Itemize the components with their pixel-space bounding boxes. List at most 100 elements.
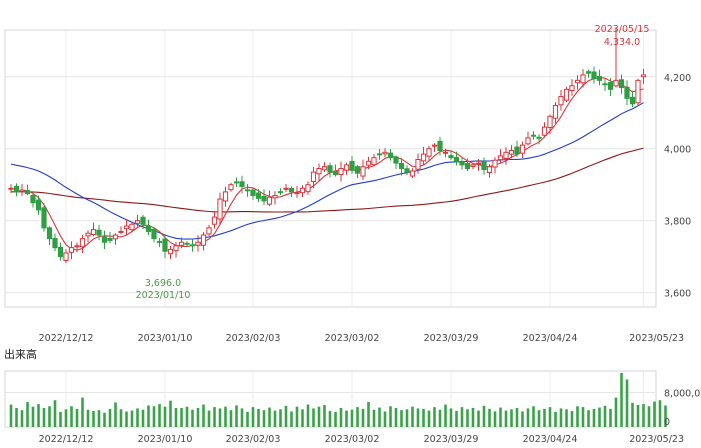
volume-y-tick-label: 0 xyxy=(664,417,670,428)
candle-down xyxy=(255,192,262,199)
volume-bar xyxy=(235,405,238,427)
candle-down xyxy=(184,242,190,245)
candle-up xyxy=(272,194,278,199)
candle-up xyxy=(266,196,273,205)
candle-up xyxy=(547,115,553,128)
volume-bar xyxy=(581,407,585,427)
candle-up xyxy=(360,166,366,177)
volume-bar xyxy=(614,397,618,427)
candle-down xyxy=(387,152,394,159)
price-y-axis: 3,600 3,800 4,000 4,200 xyxy=(664,73,691,300)
ma-long-line xyxy=(11,147,644,213)
candle-down xyxy=(459,161,465,166)
high-value-label: 4,334.0 xyxy=(604,37,640,48)
candle-down xyxy=(145,225,152,232)
volume-bar xyxy=(345,410,348,427)
candle-up xyxy=(167,248,174,255)
volume-bar xyxy=(246,411,249,427)
volume-bar xyxy=(383,411,387,427)
candle-down xyxy=(354,166,361,174)
candle-up xyxy=(74,245,80,248)
volume-bar xyxy=(136,408,139,427)
volume-bar xyxy=(609,408,612,427)
volume-bar xyxy=(70,406,73,427)
volume-x-tick-label: 2022/12/12 xyxy=(39,434,94,445)
candle-up xyxy=(525,137,531,145)
candle-up xyxy=(431,144,438,147)
volume-bar xyxy=(361,408,365,427)
volume-bar xyxy=(653,401,656,427)
volume-x-axis: 2022/12/12 2023/01/10 2023/02/03 2023/03/02… xyxy=(39,434,684,445)
candle-down xyxy=(332,170,339,176)
volume-bar xyxy=(64,409,68,427)
candle-down xyxy=(453,156,460,162)
volume-bar xyxy=(229,410,233,427)
candle-down xyxy=(140,216,146,225)
low-date-label: 2023/01/10 xyxy=(136,290,191,301)
volume-bar xyxy=(301,409,304,427)
candle-down xyxy=(151,228,157,240)
volume-bar xyxy=(598,407,601,427)
candle-down xyxy=(30,194,36,204)
volume-bar xyxy=(416,408,420,427)
low-value-label: 3,696.0 xyxy=(145,278,181,289)
candle-down xyxy=(277,191,284,194)
volume-bar xyxy=(427,410,431,427)
candle-up xyxy=(475,162,482,165)
high-date-label: 2023/05/15 xyxy=(595,24,650,35)
volume-bar xyxy=(471,407,475,427)
volume-bar xyxy=(15,407,18,427)
volume-bar xyxy=(405,409,409,427)
volume-bar xyxy=(152,406,156,427)
candle-down xyxy=(536,136,542,139)
volume-bar xyxy=(180,407,183,427)
volume-bar xyxy=(664,405,667,427)
volume-bar xyxy=(526,408,530,427)
candle-up xyxy=(371,157,377,166)
volume-bar xyxy=(125,411,128,427)
volume-bar xyxy=(20,410,24,427)
volume-bar xyxy=(26,401,29,427)
candle-up xyxy=(569,85,575,92)
candle-down xyxy=(101,236,108,243)
candle-down xyxy=(52,237,58,249)
candle-down xyxy=(398,163,405,170)
candle-down xyxy=(618,79,625,89)
candle-up xyxy=(8,187,14,190)
candle-down xyxy=(96,229,102,236)
candle-up xyxy=(316,168,322,175)
candle-down xyxy=(585,71,592,74)
volume-bar xyxy=(284,405,288,427)
volume-bar xyxy=(642,404,645,427)
volume-bar xyxy=(631,402,634,427)
candle-down xyxy=(448,155,454,159)
volume-bar xyxy=(158,404,161,427)
candle-up xyxy=(129,223,135,231)
volume-bar xyxy=(576,406,579,427)
volume-bar xyxy=(119,409,123,427)
candle-up xyxy=(580,74,586,84)
volume-bar xyxy=(411,406,414,427)
price-y-tick-label: 3,600 xyxy=(664,289,691,300)
volume-bar xyxy=(493,411,497,427)
candle-down xyxy=(530,134,537,137)
candle-down xyxy=(233,181,240,184)
volume-bar xyxy=(53,400,57,427)
volume-bar xyxy=(207,410,211,427)
volume-bar xyxy=(543,408,546,427)
volume-bar xyxy=(647,406,651,427)
volume-bar xyxy=(306,404,310,427)
candle-up xyxy=(503,151,509,159)
volume-bar xyxy=(504,410,508,427)
volume-bar xyxy=(163,406,167,427)
volume-bar xyxy=(372,409,376,427)
volume-bar xyxy=(334,411,337,427)
price-x-tick-label: 2023/03/02 xyxy=(325,333,380,344)
candle-up xyxy=(519,144,526,154)
volume-title: 出来高 xyxy=(4,347,37,361)
volume-bar xyxy=(570,411,574,427)
volume-bar xyxy=(196,407,200,427)
candle-up xyxy=(613,79,619,87)
candle-down xyxy=(107,237,113,241)
candle-up xyxy=(343,164,350,171)
